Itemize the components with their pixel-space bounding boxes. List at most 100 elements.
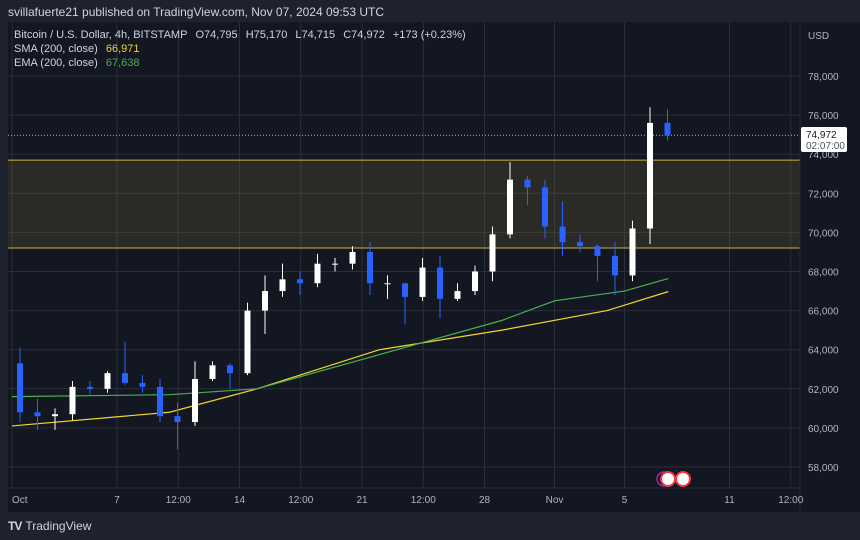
- candle[interactable]: [34, 398, 41, 430]
- candle[interactable]: [279, 263, 286, 297]
- candle[interactable]: [507, 162, 513, 239]
- candle[interactable]: [139, 375, 146, 393]
- candle-body: [122, 373, 128, 383]
- candle-body: [174, 416, 181, 423]
- candle[interactable]: [227, 363, 233, 389]
- candle[interactable]: [524, 175, 531, 206]
- candle-body: [17, 363, 23, 413]
- candle-body: [454, 291, 461, 299]
- candle[interactable]: [87, 380, 93, 395]
- x-tick-label: 7: [114, 495, 120, 506]
- candle[interactable]: [314, 253, 321, 288]
- candle[interactable]: [612, 242, 618, 295]
- candle-body: [209, 365, 216, 380]
- candle[interactable]: [104, 371, 111, 393]
- last-price-label: 74,972 02:07:00: [801, 127, 847, 152]
- price-axis[interactable]: 58,000 60,000 62,000 64,000 66,000 68,000 70,0…: [808, 72, 839, 474]
- candle[interactable]: [122, 341, 128, 385]
- candle-body: [227, 365, 233, 374]
- support-resistance-zone: [8, 134, 800, 249]
- y-tick-label: 64,000: [808, 346, 839, 357]
- candle[interactable]: [244, 302, 251, 376]
- candle-body: [367, 251, 373, 284]
- ema-line[interactable]: [11, 278, 669, 398]
- x-tick-label: 12:00: [166, 495, 191, 506]
- y-tick-label: 58,000: [808, 463, 839, 474]
- candle[interactable]: [629, 220, 636, 282]
- symbol-name: Bitcoin / U.S. Dollar, 4h, BITSTAMP: [14, 29, 188, 41]
- candle[interactable]: [577, 234, 583, 252]
- candle[interactable]: [174, 402, 181, 450]
- sma-legend[interactable]: SMA (200, close) 66,971: [14, 43, 144, 55]
- candle[interactable]: [437, 255, 443, 319]
- candle[interactable]: [367, 242, 373, 295]
- candle[interactable]: [157, 379, 163, 423]
- candle-body: [577, 242, 583, 247]
- time-axis[interactable]: Oct 7 12:00 14 12:00 21 12:00 28 Nov 5 11 12:00: [12, 495, 804, 506]
- candle[interactable]: [69, 380, 76, 421]
- currency-label[interactable]: USD: [808, 31, 829, 42]
- candle-body: [402, 283, 408, 297]
- candle[interactable]: [489, 226, 496, 282]
- candle[interactable]: [332, 257, 338, 272]
- moving-averages: [11, 278, 669, 427]
- chart-background: [8, 22, 860, 512]
- x-tick-label: 21: [356, 495, 368, 506]
- candle-body: [52, 414, 58, 417]
- brand-name: TradingView: [25, 519, 92, 533]
- ohlc-high: H75,170: [245, 29, 288, 41]
- candle[interactable]: [419, 257, 426, 301]
- us-flag-event-icon[interactable]: [675, 471, 691, 487]
- candle[interactable]: [472, 265, 478, 295]
- x-tick-label: Oct: [12, 495, 28, 506]
- candle[interactable]: [17, 347, 23, 423]
- candle[interactable]: [349, 246, 356, 270]
- candle[interactable]: [384, 275, 391, 299]
- x-tick-label: 11: [724, 495, 735, 506]
- us-flag-event-icon[interactable]: [660, 471, 676, 487]
- candle-body: [87, 386, 93, 389]
- candle[interactable]: [192, 361, 198, 426]
- candle[interactable]: [647, 107, 653, 245]
- candle-body: [244, 310, 251, 374]
- price-change: +173 (+0.23%): [392, 29, 466, 41]
- last-price-value: 74,972: [806, 130, 837, 141]
- candle-body: [629, 228, 636, 276]
- ohlc-open: O74,795: [195, 29, 238, 41]
- ema-legend[interactable]: EMA (200, close) 67,638: [14, 57, 144, 69]
- candle[interactable]: [594, 244, 601, 282]
- candle[interactable]: [297, 271, 303, 295]
- candle-body: [419, 267, 426, 297]
- bar-countdown: 02:07:00: [806, 141, 845, 152]
- candle-body: [297, 279, 303, 284]
- candle-body: [34, 412, 41, 417]
- candle[interactable]: [542, 179, 548, 239]
- candle[interactable]: [664, 109, 671, 141]
- candle[interactable]: [52, 408, 58, 430]
- candle-body: [594, 246, 601, 256]
- candles: [17, 107, 671, 450]
- candle[interactable]: [402, 283, 408, 325]
- y-tick-label: 62,000: [808, 385, 839, 396]
- x-tick-label: 12:00: [778, 495, 803, 506]
- y-tick-label: 74,000: [808, 150, 839, 161]
- grid: [8, 22, 800, 488]
- y-tick-label: 60,000: [808, 424, 839, 435]
- candle-body: [139, 382, 146, 387]
- y-tick-label: 72,000: [808, 189, 839, 200]
- candle-body: [664, 122, 671, 136]
- x-tick-label: Nov: [546, 495, 564, 506]
- candle[interactable]: [262, 275, 268, 335]
- candle-body: [69, 386, 76, 415]
- sma-value: 66,971: [105, 43, 140, 55]
- candle[interactable]: [209, 361, 216, 381]
- sma-line[interactable]: [11, 291, 669, 427]
- candle-body: [559, 226, 566, 243]
- candle[interactable]: [454, 283, 461, 301]
- economic-events[interactable]: [656, 471, 691, 487]
- candle[interactable]: [559, 201, 566, 256]
- x-tick-label: 14: [234, 495, 246, 506]
- y-tick-label: 76,000: [808, 111, 839, 122]
- x-tick-label: 28: [479, 495, 491, 506]
